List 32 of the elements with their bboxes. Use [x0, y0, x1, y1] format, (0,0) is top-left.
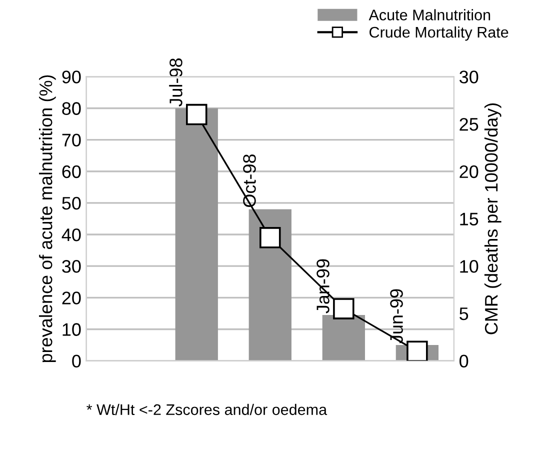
y2-tick-label: 15 [460, 212, 478, 226]
x-tick-label: Jul-98 [169, 58, 182, 107]
y-tick-label: 50 [62, 196, 81, 210]
x-tick-label: Jan-99 [316, 259, 330, 314]
y-axis-title: prevalence of acute malnutrition (%) [39, 75, 56, 362]
y-tick-label: 0 [72, 354, 81, 368]
y-tick-label: 90 [62, 70, 81, 84]
x-tick-label: Oct-98 [243, 154, 256, 207]
y2-tick-label: 10 [460, 260, 478, 273]
text: * Wt/Ht <-2 Zscores and/or oedema [86, 404, 328, 416]
y2-tick-label: 20 [460, 165, 478, 178]
y2-axis-title: CMR (deaths per 10000/day) [484, 103, 502, 334]
y-tick-label: 60 [62, 165, 81, 178]
bar [322, 315, 365, 361]
y2-tick-label: 5 [460, 308, 468, 320]
x-tick-label: Jun-99 [390, 289, 403, 344]
point [406, 340, 428, 361]
y-tick-label: 20 [62, 292, 81, 304]
y-tick-label: 40 [62, 228, 81, 242]
y2-tick-label: 0 [460, 354, 468, 368]
y-tick-label: 10 [62, 323, 81, 336]
y-tick-label: 80 [62, 102, 81, 115]
point [186, 104, 208, 126]
legend-label: Acute Malnutrition [368, 9, 490, 20]
y-tick-label: 30 [62, 260, 81, 273]
y-tick-label: 70 [62, 134, 81, 147]
point [260, 227, 281, 248]
y2-tick-label: 25 [460, 118, 478, 131]
legend-label: Crude Mortality Rate [370, 26, 508, 41]
bar [248, 209, 292, 361]
bar [175, 108, 218, 361]
y2-tick-label: 30 [460, 70, 478, 84]
